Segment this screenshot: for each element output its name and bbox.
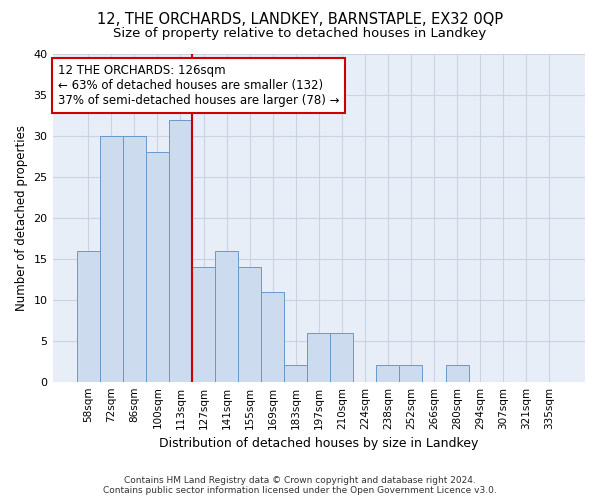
Bar bbox=[192, 267, 215, 382]
Text: 12, THE ORCHARDS, LANDKEY, BARNSTAPLE, EX32 0QP: 12, THE ORCHARDS, LANDKEY, BARNSTAPLE, E… bbox=[97, 12, 503, 28]
Y-axis label: Number of detached properties: Number of detached properties bbox=[15, 125, 28, 311]
Bar bbox=[261, 292, 284, 382]
Bar bbox=[100, 136, 123, 382]
Bar bbox=[284, 366, 307, 382]
Bar bbox=[330, 332, 353, 382]
Bar bbox=[400, 366, 422, 382]
Bar bbox=[376, 366, 400, 382]
Bar bbox=[446, 366, 469, 382]
X-axis label: Distribution of detached houses by size in Landkey: Distribution of detached houses by size … bbox=[159, 437, 478, 450]
Text: Size of property relative to detached houses in Landkey: Size of property relative to detached ho… bbox=[113, 28, 487, 40]
Bar bbox=[215, 250, 238, 382]
Bar bbox=[123, 136, 146, 382]
Bar bbox=[307, 332, 330, 382]
Bar bbox=[77, 250, 100, 382]
Bar bbox=[238, 267, 261, 382]
Bar bbox=[169, 120, 192, 382]
Text: Contains HM Land Registry data © Crown copyright and database right 2024.
Contai: Contains HM Land Registry data © Crown c… bbox=[103, 476, 497, 495]
Bar bbox=[146, 152, 169, 382]
Text: 12 THE ORCHARDS: 126sqm
← 63% of detached houses are smaller (132)
37% of semi-d: 12 THE ORCHARDS: 126sqm ← 63% of detache… bbox=[58, 64, 340, 107]
